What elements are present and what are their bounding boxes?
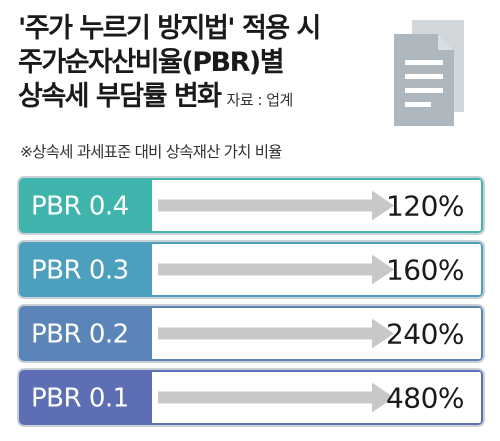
category-label: PBR 0.2 (31, 320, 129, 350)
value-label: 240% (386, 318, 464, 351)
title-block: '주가 누르기 방지법' 적용 시 주가순자산비율(PBR)별 상속세 부담률 … (18, 12, 378, 117)
category-label: PBR 0.1 (31, 384, 129, 414)
source-label: 자료 : 업계 (226, 91, 294, 109)
arrow-icon (158, 254, 394, 285)
arrow-icon (158, 382, 394, 413)
category-label: PBR 0.3 (31, 256, 129, 286)
title-line-3-text: 상속세 부담률 변화 (18, 81, 222, 112)
arrow-icon (158, 190, 394, 221)
value-label: 160% (386, 254, 464, 287)
value-label: 480% (386, 382, 464, 415)
category-label: PBR 0.4 (31, 192, 129, 222)
title-line-3: 상속세 부담률 변화 자료 : 업계 (18, 80, 378, 117)
value-label: 120% (386, 190, 464, 223)
title-line-2: 주가순자산비율(PBR)별 (18, 47, 285, 78)
footnote: ※상속세 과세표준 대비 상속재산 가치 비율 (20, 143, 282, 161)
arrow-icon (158, 318, 394, 349)
document-icon (394, 20, 464, 126)
title-line-1: '주가 누르기 방지법' 적용 시 (18, 13, 321, 44)
